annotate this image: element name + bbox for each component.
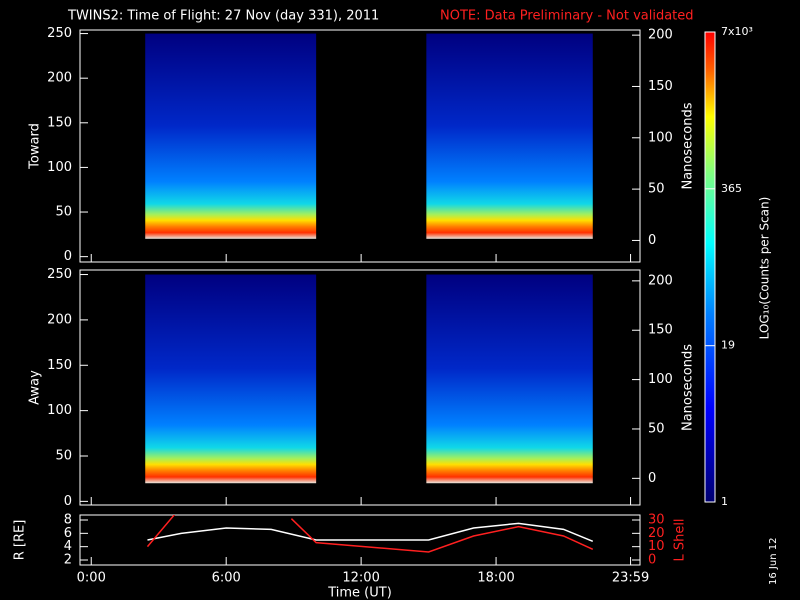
spectrogram-block [145,33,317,239]
y2-tick-label: 30 [648,513,665,528]
x-tick-label: 12:00 [342,571,379,586]
chart-title: TWINS2: Time of Flight: 27 Nov (day 331)… [67,9,379,24]
y-tick-label: 8 [64,513,72,528]
note: NOTE: Data Preliminary - Not validated [440,9,694,24]
y-tick-label: 4 [64,539,72,554]
y2-tick-label: 150 [648,79,673,94]
y2-tick-label: 100 [648,372,673,387]
y2-tick-label: 0 [648,233,656,248]
y-tick-label: 150 [47,358,72,373]
x-axis-label: Time (UT) [327,586,392,600]
y2-tick-label: 200 [648,28,673,43]
y-tick-label: 250 [47,267,72,282]
y-axis-label: Toward [28,123,43,170]
line-group [146,515,594,553]
plot-frame [79,29,641,263]
y2-tick-label: 0 [648,553,656,568]
y-tick-label: 150 [47,115,72,130]
y2-tick-label: 50 [648,421,665,436]
y2-tick-label: 150 [648,323,673,338]
colorbar-tick-label: 7x10³ [721,25,753,38]
y2-tick-label: 50 [648,182,665,197]
y2-tick-label: 200 [648,273,673,288]
y-axis-label: Away [28,370,43,405]
y-tick-label: 6 [64,526,72,541]
y-tick-label: 2 [64,553,72,568]
y-tick-label: 200 [47,71,72,86]
colorbar-tick-label: 19 [721,339,735,352]
y-tick-label: 250 [47,26,72,41]
y-tick-label: 100 [47,403,72,418]
y-axis-label: R [RE] [13,520,28,561]
colorbar [704,31,716,503]
y-tick-label: 50 [55,205,72,220]
x-tick-label: 0:00 [77,571,106,586]
colorbar-label: LOG₁₀(Counts per Scan) [758,197,772,340]
series-line [147,522,594,543]
x-tick-label: 18:00 [477,571,514,586]
y2-tick-label: 10 [648,539,665,554]
y2-tick-label: 0 [648,471,656,486]
y2-tick-label: 20 [648,526,665,541]
y2-tick-label: 100 [648,130,673,145]
y-tick-label: 50 [55,449,72,464]
series-line [146,515,594,553]
spectrogram-block [426,274,593,484]
y2-axis-label: Nanoseconds [681,102,696,189]
y-tick-label: 100 [47,160,72,175]
date-stamp: 16 Jun 12 [768,538,779,585]
y-tick-label: 200 [47,312,72,327]
colorbar-tick-label: 365 [721,182,742,195]
y-tick-label: 0 [64,494,72,509]
x-tick-label: 6:00 [212,571,241,586]
plot-frame [79,514,641,566]
y2-axis-label: Nanoseconds [681,344,696,431]
spectrogram-block [145,274,317,484]
y2-axis-label: L Shell [673,518,688,561]
y-tick-label: 0 [64,249,72,264]
colorbar-tick-label: 1 [721,495,728,508]
plot-frame [79,269,641,506]
spectrogram-block [426,33,593,239]
x-tick-label: 23:59 [612,571,649,586]
